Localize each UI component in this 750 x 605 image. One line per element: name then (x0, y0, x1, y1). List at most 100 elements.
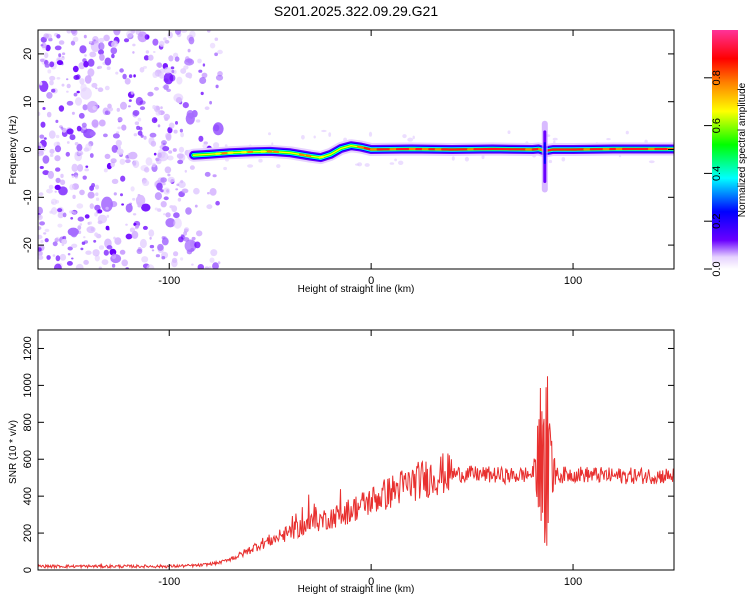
noise-blob (96, 198, 99, 201)
noise-blob (183, 102, 189, 108)
colorbar-tick-label: 0.2 (711, 214, 723, 229)
noise-blob (41, 44, 44, 46)
noise-blob (124, 38, 129, 42)
noise-blob (197, 59, 202, 64)
noise-blob (121, 203, 124, 205)
noise-blob (217, 50, 223, 54)
noise-blob (78, 217, 85, 222)
noise-blob (107, 228, 110, 230)
noise-blob (465, 157, 469, 162)
colorbar-tick-label: 0.8 (711, 70, 723, 85)
noise-blob (55, 185, 61, 190)
noise-blob (165, 212, 170, 217)
noise-blob (144, 136, 147, 140)
noise-blob (49, 61, 54, 67)
noise-blob (67, 141, 70, 144)
noise-blob (120, 193, 123, 196)
noise-blob (67, 84, 71, 89)
noise-blob (156, 106, 160, 110)
noise-blob (139, 127, 142, 131)
noise-blob (85, 75, 92, 84)
noise-blob (189, 37, 195, 45)
y-tick-label: 800 (22, 413, 34, 431)
noise-blob (42, 107, 45, 110)
noise-blob (114, 192, 117, 195)
noise-blob (40, 82, 43, 86)
noise-blob (161, 256, 165, 259)
noise-blob (89, 52, 96, 58)
noise-blob (205, 106, 210, 110)
noise-blob (157, 152, 161, 158)
noise-blob (93, 240, 96, 243)
noise-blob (72, 164, 78, 172)
noise-blob (173, 251, 178, 256)
noise-blob (164, 72, 174, 84)
noise-blob (135, 121, 139, 125)
noise-blob (77, 225, 81, 230)
noise-blob (62, 52, 65, 55)
noise-blob (181, 234, 184, 237)
noise-blob (145, 34, 150, 40)
noise-blob (191, 264, 194, 266)
noise-blob (85, 251, 91, 255)
noise-blob (176, 97, 182, 103)
noise-blob (56, 255, 61, 261)
noise-blob (71, 244, 77, 248)
snr-y-label: SNR (10 * v/v) (8, 420, 19, 484)
x-tick-label: 100 (564, 275, 582, 287)
noise-blob (49, 185, 54, 190)
noise-blob (49, 130, 56, 138)
noise-blob (117, 127, 121, 130)
noise-blob (83, 236, 85, 238)
noise-blob (328, 132, 331, 137)
noise-blob (56, 237, 58, 239)
noise-blob (73, 37, 79, 43)
spectrogram-x-label: Height of straight line (km) (298, 284, 415, 295)
noise-blob (91, 83, 97, 88)
noise-blob (40, 59, 45, 62)
noise-blob (84, 240, 88, 243)
noise-blob (67, 101, 74, 106)
noise-blob (44, 52, 48, 58)
noise-blob (55, 200, 59, 204)
noise-blob (88, 59, 95, 67)
noise-blob (45, 238, 49, 242)
noise-blob (168, 32, 173, 39)
noise-blob (190, 165, 195, 170)
noise-blob (213, 124, 219, 131)
x-tick-label: -100 (158, 576, 180, 588)
noise-blob (199, 77, 206, 84)
noise-blob (202, 144, 207, 149)
noise-blob (56, 178, 61, 183)
y-tick-label: 0 (22, 146, 34, 152)
noise-blob (180, 180, 183, 183)
noise-blob (94, 205, 100, 211)
noise-blob (79, 113, 85, 119)
noise-blob (402, 134, 406, 138)
noise-blob (203, 63, 205, 66)
noise-blob (166, 134, 172, 141)
noise-blob (407, 138, 413, 142)
noise-blob (169, 205, 173, 208)
noise-blob (198, 70, 202, 73)
noise-blob (183, 65, 188, 69)
noise-blob (125, 159, 131, 163)
noise-blob (146, 157, 153, 165)
noise-blob (152, 105, 156, 109)
noise-blob (51, 89, 55, 93)
noise-blob (148, 137, 154, 145)
noise-blob (75, 142, 79, 145)
noise-blob (215, 201, 220, 206)
noise-blob (38, 255, 43, 260)
noise-blob (120, 159, 126, 165)
trace-peak (300, 155, 304, 156)
noise-blob (55, 46, 62, 51)
colorbar-tick-label: 0.6 (711, 118, 723, 133)
noise-blob (89, 221, 92, 224)
noise-blob (165, 166, 172, 173)
noise-blob (77, 91, 80, 94)
noise-blob (36, 146, 41, 149)
noise-blob (120, 250, 126, 255)
noise-blob (87, 101, 98, 113)
